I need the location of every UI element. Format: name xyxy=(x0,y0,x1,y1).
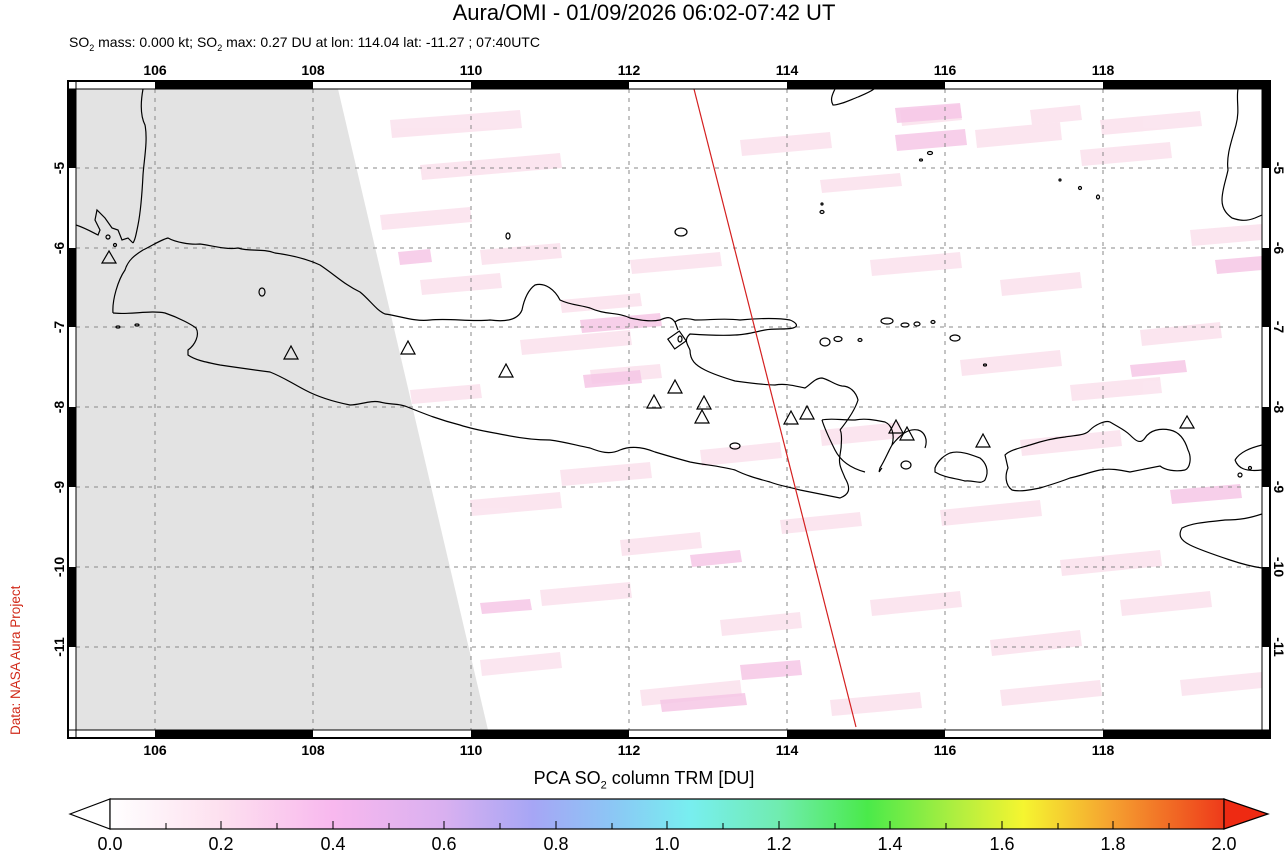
colorbar-tick: 1.4 xyxy=(877,834,903,854)
lon-tick-top: 112 xyxy=(617,62,641,78)
volcano-icon xyxy=(100,249,118,264)
colorbar-tick: 1.2 xyxy=(766,834,792,854)
max-so2-track-line xyxy=(693,88,857,728)
volcano-icon xyxy=(898,425,916,441)
colorbar-title: PCA SO2 column TRM [DU] xyxy=(533,768,755,792)
volcano-icon xyxy=(695,394,713,410)
lon-tick-bottom: 108 xyxy=(301,742,325,758)
colorbar-tick: 1.8 xyxy=(1100,834,1126,854)
lon-tick-bottom: 112 xyxy=(617,742,641,758)
colorbar-max-arrow xyxy=(1223,798,1270,830)
no-data-region xyxy=(76,89,488,730)
map-title: Aura/OMI - 01/09/2026 06:02-07:42 UT xyxy=(452,0,836,25)
colorbar xyxy=(68,798,1270,830)
volcano-icon xyxy=(693,408,711,424)
volcano-icon xyxy=(887,418,905,434)
graticule xyxy=(76,89,1262,730)
lon-tick-bottom: 114 xyxy=(775,742,799,758)
lon-tick-top: 114 xyxy=(775,62,799,78)
volcano-icon xyxy=(282,344,300,360)
volcano-markers xyxy=(100,249,1196,448)
lon-tick-top: 108 xyxy=(301,62,325,78)
colorbar-tick: 2.0 xyxy=(1211,834,1237,854)
map-frame xyxy=(67,80,1271,739)
lon-tick-bottom: 110 xyxy=(459,742,483,758)
volcano-icon xyxy=(1178,414,1196,429)
lon-tick-bottom: 118 xyxy=(1091,742,1115,758)
coastlines xyxy=(76,89,1262,569)
volcano-icon xyxy=(798,404,816,420)
lon-tick-top: 106 xyxy=(143,62,167,78)
colorbar-tick: 1.6 xyxy=(989,834,1015,854)
so2-summary: SO2 mass: 0.000 kt; SO2 max: 0.27 DU at … xyxy=(69,34,540,53)
volcano-icon xyxy=(782,409,800,425)
colorbar-tick: 0.2 xyxy=(208,834,234,854)
colorbar-tick: 0.0 xyxy=(97,834,123,854)
lon-tick-bottom: 106 xyxy=(143,742,167,758)
colorbar-tick: 0.4 xyxy=(320,834,346,854)
colorbar-tick: 0.6 xyxy=(431,834,457,854)
lon-tick-top: 110 xyxy=(459,62,483,78)
volcano-icon xyxy=(399,339,417,355)
volcano-icon xyxy=(974,432,992,448)
lon-tick-top: 118 xyxy=(1091,62,1115,78)
lon-tick-bottom: 116 xyxy=(933,742,957,758)
volcano-icon xyxy=(497,362,515,378)
lon-tick-top: 116 xyxy=(933,62,957,78)
colorbar-tick: 0.8 xyxy=(543,834,569,854)
volcano-icon xyxy=(645,393,663,409)
volcano-icon xyxy=(666,378,684,394)
colorbar-tick: 1.0 xyxy=(654,834,680,854)
colorbar-min-arrow xyxy=(68,798,111,830)
